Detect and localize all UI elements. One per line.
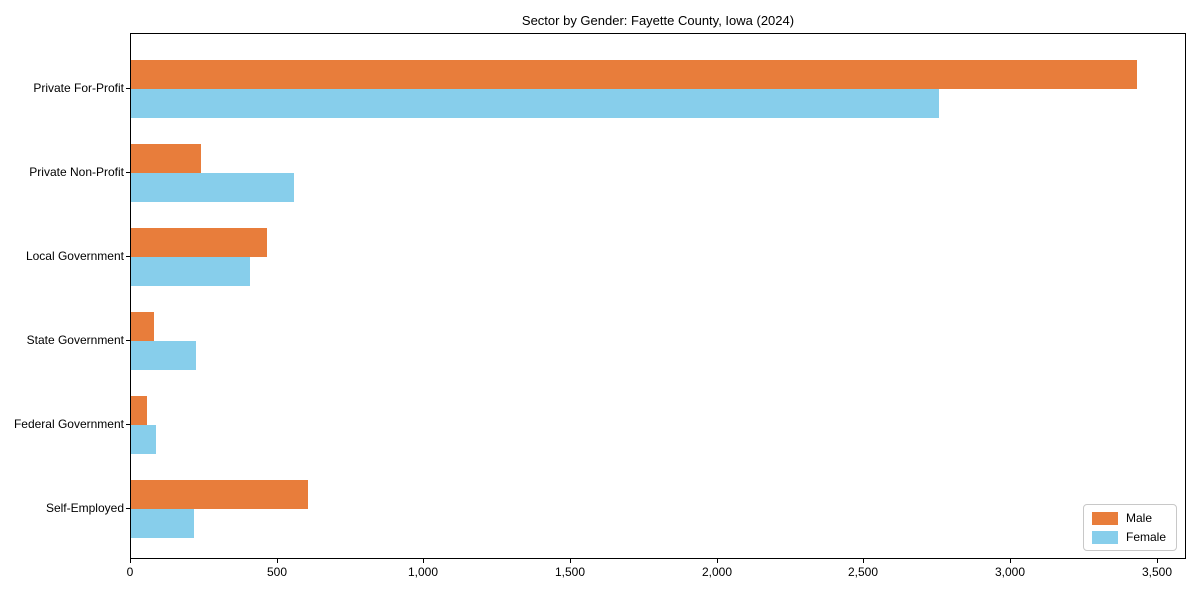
bar-female-1 [131,89,939,118]
y-axis-tick-mark [126,172,130,173]
x-axis-tick-mark [717,559,718,563]
legend-label-female: Female [1125,530,1166,544]
bar-male-6 [131,480,308,509]
x-axis-tick-label: 3,000 [994,565,1026,579]
plot-area: Male Female [130,33,1186,559]
legend-label-male: Male [1125,511,1152,525]
bar-female-5 [131,425,156,454]
female-color-swatch [1091,530,1118,544]
y-axis-category-label: State Government [26,333,124,347]
legend-item-male: Male [1091,511,1166,525]
x-axis-tick-label: 0 [126,565,134,579]
chart-title: Sector by Gender: Fayette County, Iowa (… [521,13,795,28]
x-axis-tick-mark [570,559,571,563]
x-axis-tick-mark [1157,559,1158,563]
bar-male-5 [131,396,147,425]
x-axis-tick-mark [423,559,424,563]
x-axis-tick-label: 2,000 [701,565,733,579]
y-axis-tick-mark [126,424,130,425]
legend-item-female: Female [1091,530,1166,544]
y-axis-category-label: Self-Employed [45,501,124,515]
legend: Male Female [1082,504,1177,551]
y-axis-category-label: Private Non-Profit [29,165,124,179]
bar-female-6 [131,509,194,538]
y-axis-category-label: Private For-Profit [33,81,124,95]
x-axis-tick-mark [1010,559,1011,563]
y-axis-tick-mark [126,508,130,509]
x-axis-tick-label: 2,500 [847,565,879,579]
x-axis-tick-label: 1,500 [554,565,586,579]
y-axis-category-label: Local Government [25,249,124,263]
x-axis-tick-label: 3,500 [1141,565,1173,579]
male-color-swatch [1091,511,1118,525]
bar-female-3 [131,257,250,286]
bar-female-4 [131,341,196,370]
x-axis-tick-label: 1,000 [407,565,439,579]
bar-male-4 [131,312,154,341]
y-axis-tick-mark [126,88,130,89]
x-axis-tick-mark [130,559,131,563]
bar-female-2 [131,173,294,202]
y-axis-tick-mark [126,340,130,341]
bar-male-1 [131,60,1137,89]
bar-male-3 [131,228,267,257]
y-axis-category-label: Federal Government [13,417,124,431]
x-axis-tick-mark [863,559,864,563]
y-axis-tick-mark [126,256,130,257]
bar-male-2 [131,144,201,173]
x-axis-tick-mark [277,559,278,563]
x-axis-tick-label: 500 [266,565,288,579]
